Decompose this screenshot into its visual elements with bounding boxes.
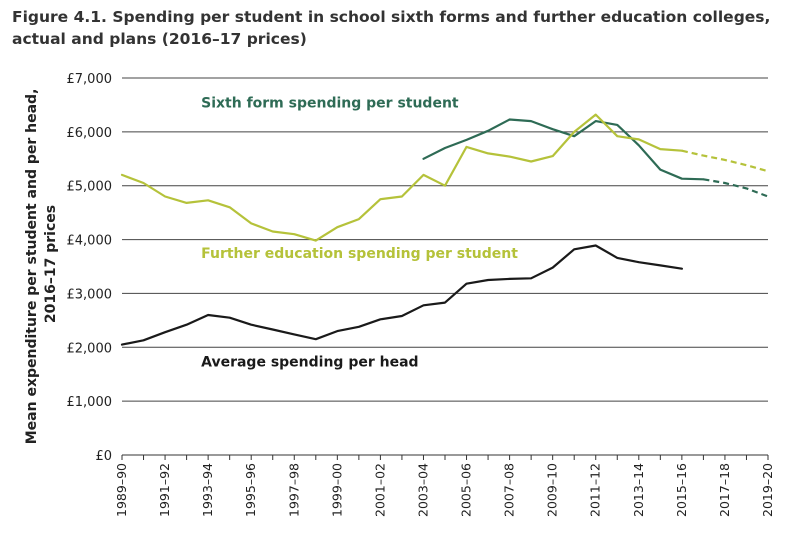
series-plan-line [681, 149, 769, 173]
y-tick-label: £1,000 [67, 395, 113, 410]
y-tick-label: £2,000 [67, 341, 113, 356]
series-plan-line [703, 178, 769, 198]
x-tick-label: 1993–94 [200, 463, 215, 517]
y-tick-label: £0 [95, 449, 112, 464]
x-tick-label: 1995–96 [243, 463, 258, 517]
y-axis-label: Mean expenditure per student and per hea… [24, 84, 59, 445]
y-tick-label: £7,000 [67, 72, 113, 87]
y-tick-label: £6,000 [67, 126, 113, 141]
x-tick-label: 1991–92 [157, 463, 172, 517]
chart-title: Figure 4.1. Spending per student in scho… [12, 8, 771, 48]
x-tick-label: 2015–16 [674, 463, 689, 517]
x-tick-label: 2001–02 [372, 463, 387, 517]
series-annotation: Sixth form spending per student [201, 96, 459, 112]
series-annotation: Further education spending per student [201, 246, 518, 262]
x-tick-label: 1997–98 [286, 463, 301, 517]
y-tick-label: £5,000 [67, 180, 113, 195]
series-line [120, 113, 683, 242]
x-tick-label: 2005–06 [459, 463, 474, 517]
y-tick-label: £4,000 [67, 234, 113, 249]
x-tick-label: 2019–20 [760, 463, 775, 517]
x-tick-label: 1989–90 [114, 463, 129, 517]
y-axis-tick-labels: £0 £1,000 £2,000 £3,000 £4,000 £5,000 £6,000 £7… [67, 72, 113, 464]
x-tick-label: 2007–08 [502, 463, 517, 517]
series-line [422, 118, 705, 181]
x-axis [121, 455, 769, 460]
x-tick-label: 1999–00 [329, 463, 344, 517]
series-line [120, 244, 683, 346]
x-tick-label: 2013–14 [631, 463, 646, 517]
x-tick-label: 2009–10 [545, 463, 560, 517]
series-lines [120, 113, 769, 346]
x-axis-tick-labels: 1989–90 1991–92 1993–94 1995–96 1997–98 1999–… [114, 463, 775, 517]
series-annotations: Sixth form spending per student Further e… [201, 96, 518, 371]
x-tick-label: 2011–12 [588, 463, 603, 517]
x-tick-label: 2003–04 [415, 463, 430, 517]
x-tick-label: 2017–18 [717, 463, 732, 517]
y-tick-label: £3,000 [67, 287, 113, 302]
series-annotation: Average spending per head [201, 355, 418, 371]
